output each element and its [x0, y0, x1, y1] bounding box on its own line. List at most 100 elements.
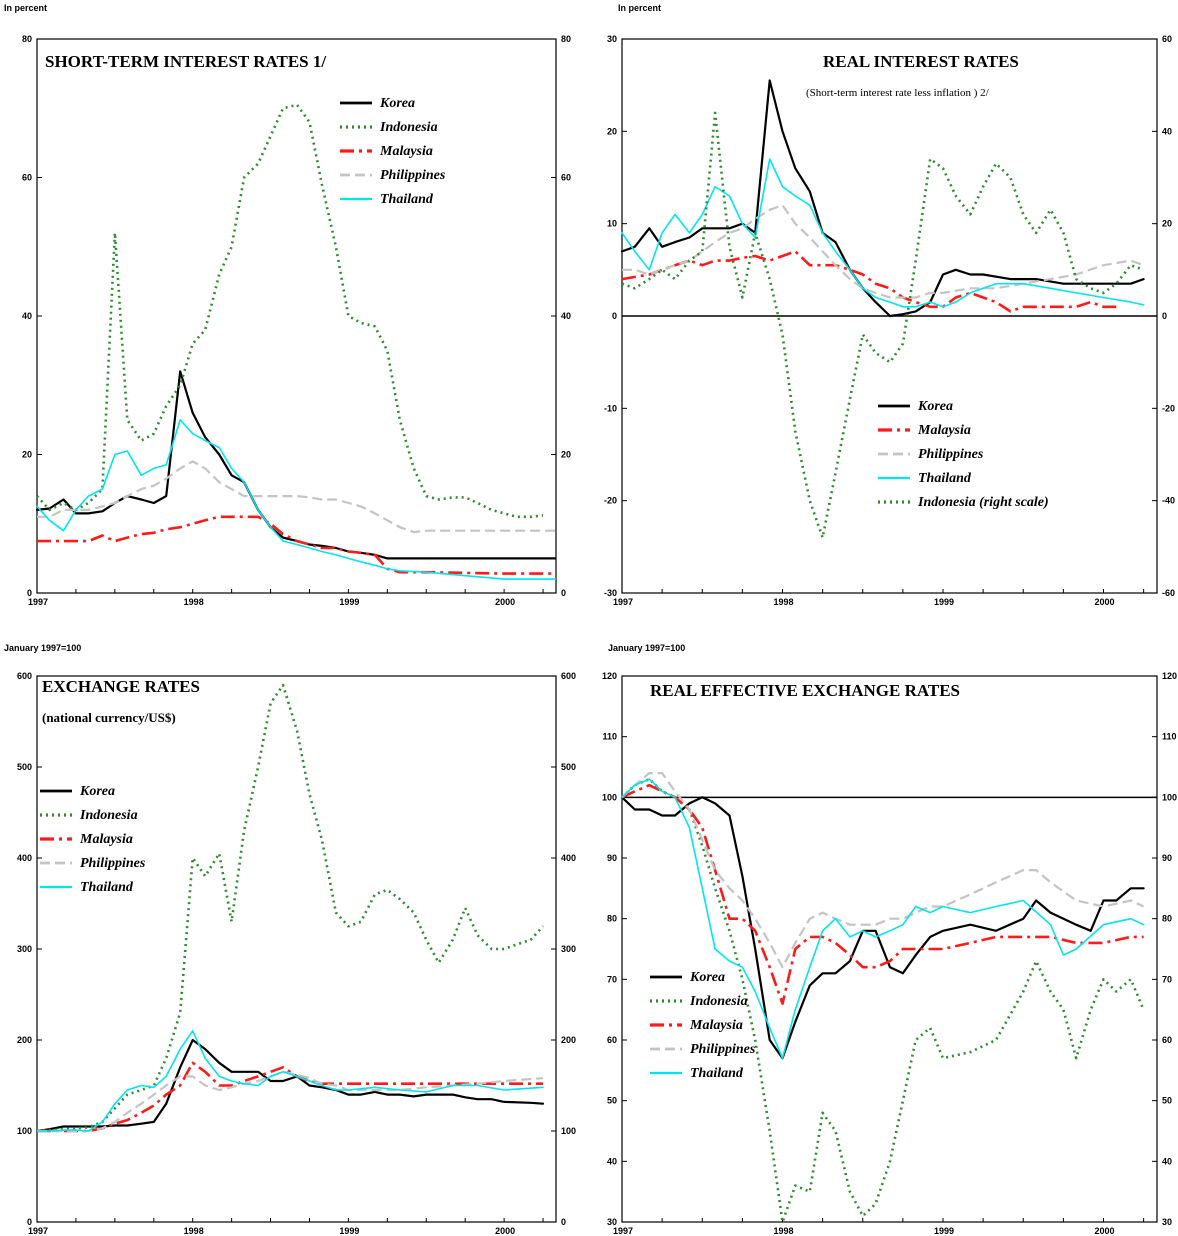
x-tick-label: 2000 — [1094, 597, 1114, 607]
x-tick-label: 1997 — [28, 597, 48, 607]
right-y-tick-label: 50 — [1162, 1096, 1172, 1106]
right-y-tick-label: 20 — [561, 450, 571, 460]
right-y-tick-label: 600 — [561, 671, 576, 681]
series-line-philippines — [37, 1070, 544, 1133]
y-tick-label: 300 — [17, 944, 32, 954]
series-line-malaysia — [37, 515, 556, 575]
legend-label-indonesia-right-scale: Indonesia (right scale) — [917, 495, 1049, 510]
y-tick-label: -10 — [604, 403, 617, 413]
chart-subtitle-p2: (Short-term interest rate less inflation… — [806, 87, 990, 99]
legend-label-korea: Korea — [689, 970, 725, 985]
x-tick-label: 2000 — [495, 1226, 515, 1236]
legend-label-philippines: Philippines — [380, 168, 446, 183]
legend-label-philippines: Philippines — [918, 447, 984, 462]
series-line-indonesia-right-scale — [621, 111, 1145, 539]
unit-label-p3: January 1997=100 — [4, 643, 81, 653]
legend-label-philippines: Philippines — [690, 1042, 756, 1057]
right-y-tick-label: 30 — [1162, 1217, 1172, 1227]
x-tick-label: 1998 — [773, 597, 793, 607]
y-tick-label: 60 — [607, 1035, 617, 1045]
unit-label-p2: In percent — [618, 3, 661, 13]
right-y-tick-label: 120 — [1162, 671, 1177, 681]
right-y-tick-label: 100 — [1162, 792, 1177, 802]
x-tick-label: 2000 — [495, 597, 515, 607]
y-tick-label: 0 — [27, 588, 32, 598]
right-y-tick-label: 70 — [1162, 974, 1172, 984]
right-y-tick-label: 300 — [561, 944, 576, 954]
right-y-tick-label: 0 — [1162, 311, 1167, 321]
y-tick-label: 500 — [17, 762, 32, 772]
right-y-tick-label: 110 — [1162, 732, 1177, 742]
x-tick-label: 1999 — [339, 597, 359, 607]
series-line-thailand — [36, 1030, 544, 1132]
plot-frame — [36, 38, 557, 594]
right-y-tick-label: 40 — [561, 311, 571, 321]
series-line-korea — [35, 1038, 545, 1133]
plot-frame — [621, 675, 1158, 1223]
legend-label-malaysia: Malaysia — [379, 144, 433, 159]
y-tick-label: 10 — [607, 219, 617, 229]
legend-label-indonesia: Indonesia — [79, 808, 138, 823]
right-y-tick-label: 100 — [561, 1126, 576, 1136]
plot-frame — [36, 675, 557, 1223]
right-y-tick-label: -60 — [1162, 588, 1175, 598]
right-y-tick-label: 400 — [561, 853, 576, 863]
series-line-philippines — [37, 460, 556, 534]
right-y-tick-label: 90 — [1162, 853, 1172, 863]
x-tick-label: 1997 — [613, 1226, 633, 1236]
right-y-tick-label: 500 — [561, 762, 576, 772]
y-tick-label: 0 — [612, 311, 617, 321]
x-tick-label: 1997 — [28, 1226, 48, 1236]
right-y-tick-label: -20 — [1162, 403, 1175, 413]
right-y-tick-label: 0 — [561, 588, 566, 598]
legend-label-indonesia: Indonesia — [689, 994, 748, 1009]
y-tick-label: 40 — [22, 311, 32, 321]
y-tick-label: 80 — [607, 914, 617, 924]
y-tick-label: 50 — [607, 1096, 617, 1106]
series-line-thailand — [621, 778, 1145, 1059]
x-tick-label: 2000 — [1094, 1226, 1114, 1236]
x-tick-label: 1999 — [934, 597, 954, 607]
chart-title-p4: REAL EFFECTIVE EXCHANGE RATES — [650, 681, 960, 700]
y-tick-label: 110 — [602, 732, 617, 742]
legend-label-korea: Korea — [79, 784, 115, 799]
right-y-tick-label: 80 — [561, 34, 571, 44]
chart-subtitle-p3: (national currency/US$) — [42, 710, 176, 725]
legend-label-malaysia: Malaysia — [917, 423, 971, 438]
series-line-korea — [35, 370, 557, 560]
y-tick-label: 20 — [607, 126, 617, 136]
right-y-tick-label: 80 — [1162, 914, 1172, 924]
y-tick-label: 60 — [22, 173, 32, 183]
right-y-tick-label: 200 — [561, 1035, 576, 1045]
y-tick-label: 80 — [22, 34, 32, 44]
y-tick-label: 90 — [607, 853, 617, 863]
right-y-tick-label: 20 — [1162, 219, 1172, 229]
y-tick-label: 400 — [17, 853, 32, 863]
y-tick-label: 20 — [22, 450, 32, 460]
y-tick-label: 30 — [607, 34, 617, 44]
x-tick-label: 1998 — [773, 1226, 793, 1236]
series-line-malaysia — [621, 783, 1144, 1005]
panel-real-interest-rates: In percent -30 -20 -10 0 10 20 30 -60 -40 -20 0 20 4… — [604, 3, 1175, 607]
right-y-tick-label: 60 — [1162, 1035, 1172, 1045]
right-y-tick-label: 60 — [1162, 34, 1172, 44]
y-tick-label: -30 — [604, 588, 617, 598]
panel-short-term-interest-rates: In percent 0 20 40 60 80 0 20 40 60 80 1997 1998 199… — [4, 3, 571, 607]
series-line-thailand — [36, 419, 557, 580]
panel-exchange-rates: January 1997=100 0 100 200 300 400 500 600 0 100… — [4, 643, 576, 1236]
x-tick-label: 1999 — [934, 1226, 954, 1236]
x-tick-label: 1998 — [184, 597, 204, 607]
legend-label-korea: Korea — [917, 399, 953, 414]
right-y-tick-label: 40 — [1162, 126, 1172, 136]
y-tick-label: 70 — [607, 974, 617, 984]
right-y-tick-label: -40 — [1162, 496, 1175, 506]
series-line-malaysia — [621, 250, 1117, 313]
y-tick-label: -20 — [604, 496, 617, 506]
series-line-indonesia — [36, 103, 544, 519]
y-tick-label: 40 — [607, 1156, 617, 1166]
series-line-thailand — [621, 158, 1145, 308]
series-line-korea — [620, 79, 1145, 318]
x-tick-label: 1998 — [184, 1226, 204, 1236]
legend-label-malaysia: Malaysia — [689, 1018, 743, 1033]
legend-label-philippines: Philippines — [80, 856, 146, 871]
